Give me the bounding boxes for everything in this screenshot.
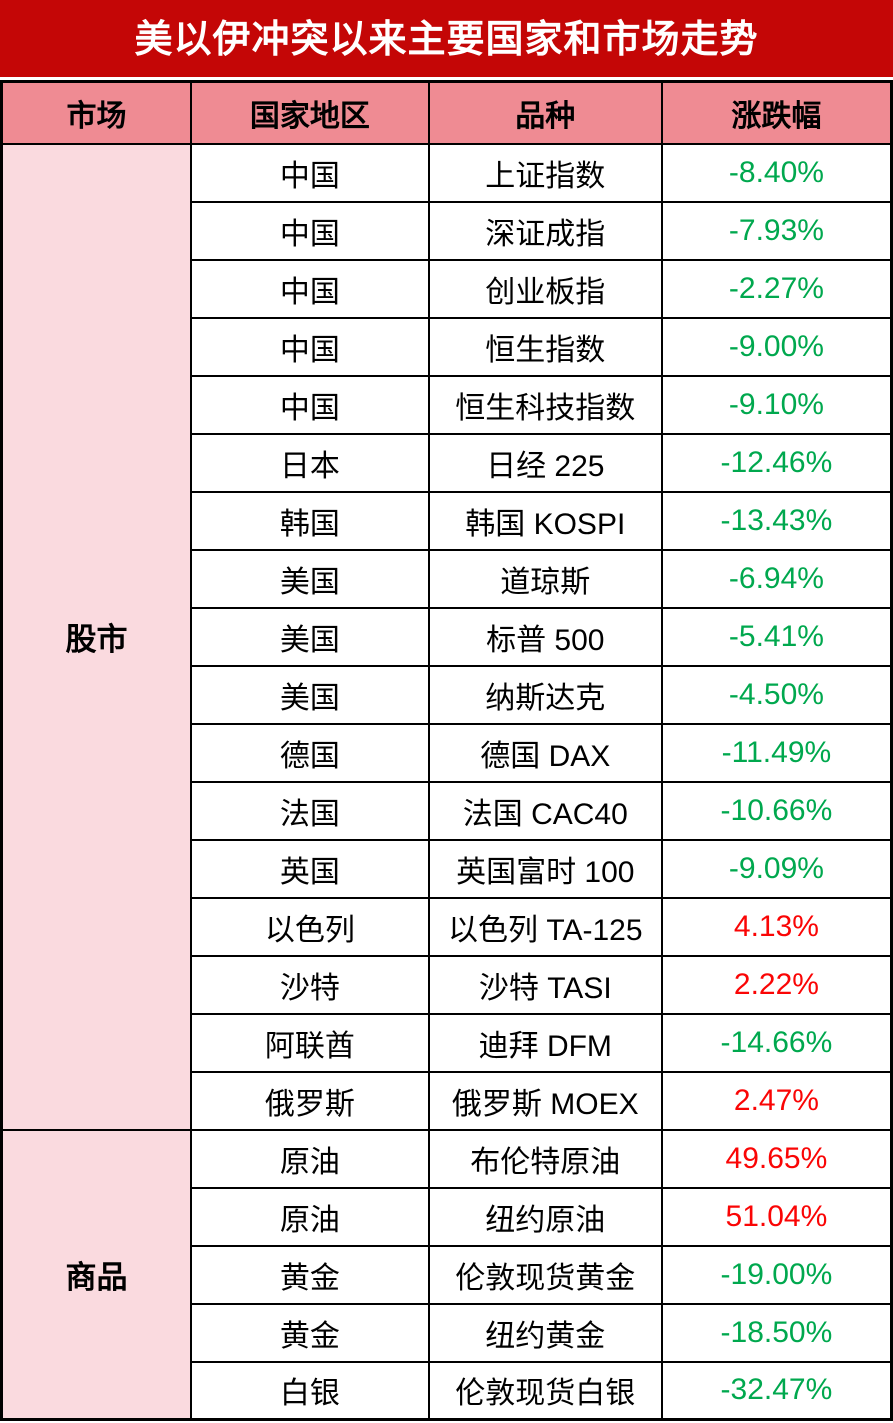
table-row: 中国 恒生指数 -9.00% — [2, 316, 893, 377]
region-cell: 法国 — [190, 780, 430, 841]
change-cell: -32.47% — [660, 1360, 893, 1421]
table-row: 黄金 伦敦现货黄金 -19.00% — [2, 1244, 893, 1305]
page-title: 美以伊冲突以来主要国家和市场走势 — [0, 0, 893, 80]
change-cell: -2.27% — [660, 258, 893, 319]
instrument-cell: 俄罗斯 MOEX — [427, 1070, 663, 1131]
table-row: 股市 中国 上证指数 -8.40% — [0, 142, 893, 1131]
table-row: 商品 原油 布伦特原油 49.65% — [0, 1128, 893, 1421]
instrument-cell: 纳斯达克 — [427, 664, 663, 725]
change-cell: -11.49% — [660, 722, 893, 783]
instrument-cell: 创业板指 — [427, 258, 663, 319]
table-row: 美国 道琼斯 -6.94% — [2, 548, 893, 609]
region-cell: 原油 — [190, 1128, 430, 1189]
change-cell: -10.66% — [660, 780, 893, 841]
table-row: 英国 英国富时 100 -9.09% — [2, 838, 893, 899]
market-group-cell: 商品 — [0, 1128, 193, 1421]
change-cell: -12.46% — [660, 432, 893, 493]
change-cell: -8.40% — [660, 142, 893, 203]
col-header-instrument: 品种 — [427, 80, 663, 145]
instrument-cell: 伦敦现货白银 — [427, 1360, 663, 1421]
table-row: 以色列 以色列 TA-125 4.13% — [2, 896, 893, 957]
instrument-cell: 纽约黄金 — [427, 1302, 663, 1363]
region-cell: 德国 — [190, 722, 430, 783]
table-row: 俄罗斯 俄罗斯 MOEX 2.47% — [2, 1070, 893, 1131]
change-cell: 2.47% — [660, 1070, 893, 1131]
change-cell: 51.04% — [660, 1186, 893, 1247]
instrument-cell: 韩国 KOSPI — [427, 490, 663, 551]
instrument-cell: 道琼斯 — [427, 548, 663, 609]
change-cell: 2.22% — [660, 954, 893, 1015]
instrument-cell: 沙特 TASI — [427, 954, 663, 1015]
col-header-region: 国家地区 — [190, 80, 430, 145]
region-cell: 原油 — [190, 1186, 430, 1247]
change-cell: 4.13% — [660, 896, 893, 957]
col-header-change: 涨跌幅 — [660, 80, 893, 145]
instrument-cell: 以色列 TA-125 — [427, 896, 663, 957]
change-cell: -5.41% — [660, 606, 893, 667]
region-cell: 中国 — [190, 316, 430, 377]
table-row: 黄金 纽约黄金 -18.50% — [2, 1302, 893, 1363]
change-cell: -9.09% — [660, 838, 893, 899]
table-row: 中国 恒生科技指数 -9.10% — [2, 374, 893, 435]
region-cell: 中国 — [190, 200, 430, 261]
table-row: 原油 纽约原油 51.04% — [2, 1186, 893, 1247]
table-row: 中国 创业板指 -2.27% — [2, 258, 893, 319]
region-cell: 中国 — [190, 374, 430, 435]
change-cell: -14.66% — [660, 1012, 893, 1073]
region-cell: 阿联酋 — [190, 1012, 430, 1073]
table-row: 韩国 韩国 KOSPI -13.43% — [2, 490, 893, 551]
instrument-cell: 法国 CAC40 — [427, 780, 663, 841]
instrument-cell: 布伦特原油 — [427, 1128, 663, 1189]
change-cell: -6.94% — [660, 548, 893, 609]
table-row: 法国 法国 CAC40 -10.66% — [2, 780, 893, 841]
table-row: 美国 标普 500 -5.41% — [2, 606, 893, 667]
table-body: 股市 中国 上证指数 -8.40% 中国 深证成指 -7.93% 中国 创业板指 -2.27% 中国… — [0, 142, 893, 1421]
change-cell: 49.65% — [660, 1128, 893, 1189]
change-cell: -9.00% — [660, 316, 893, 377]
region-cell: 美国 — [190, 606, 430, 667]
region-cell: 黄金 — [190, 1244, 430, 1305]
region-cell: 美国 — [190, 664, 430, 725]
region-cell: 韩国 — [190, 490, 430, 551]
change-cell: -18.50% — [660, 1302, 893, 1363]
instrument-cell: 恒生指数 — [427, 316, 663, 377]
change-cell: -4.50% — [660, 664, 893, 725]
region-cell: 中国 — [190, 142, 430, 203]
market-group-cell: 股市 — [0, 142, 193, 1131]
change-cell: -9.10% — [660, 374, 893, 435]
table-row: 德国 德国 DAX -11.49% — [2, 722, 893, 783]
region-cell: 黄金 — [190, 1302, 430, 1363]
instrument-cell: 英国富时 100 — [427, 838, 663, 899]
instrument-cell: 纽约原油 — [427, 1186, 663, 1247]
instrument-cell: 伦敦现货黄金 — [427, 1244, 663, 1305]
instrument-cell: 恒生科技指数 — [427, 374, 663, 435]
instrument-cell: 德国 DAX — [427, 722, 663, 783]
table-row: 沙特 沙特 TASI 2.22% — [2, 954, 893, 1015]
table-row: 日本 日经 225 -12.46% — [2, 432, 893, 493]
instrument-cell: 深证成指 — [427, 200, 663, 261]
region-cell: 中国 — [190, 258, 430, 319]
region-cell: 沙特 — [190, 954, 430, 1015]
region-cell: 以色列 — [190, 896, 430, 957]
table-row: 阿联酋 迪拜 DFM -14.66% — [2, 1012, 893, 1073]
instrument-cell: 上证指数 — [427, 142, 663, 203]
region-cell: 英国 — [190, 838, 430, 899]
instrument-cell: 标普 500 — [427, 606, 663, 667]
change-cell: -19.00% — [660, 1244, 893, 1305]
market-table: 市场 国家地区 品种 涨跌幅 股市 中国 上证指数 -8.40% 中国 深证成指 -7.93… — [0, 80, 893, 1421]
change-cell: -13.43% — [660, 490, 893, 551]
change-cell: -7.93% — [660, 200, 893, 261]
instrument-cell: 日经 225 — [427, 432, 663, 493]
table-row: 美国 纳斯达克 -4.50% — [2, 664, 893, 725]
region-cell: 白银 — [190, 1360, 430, 1421]
instrument-cell: 迪拜 DFM — [427, 1012, 663, 1073]
table-row: 中国 深证成指 -7.93% — [2, 200, 893, 261]
table-row: 白银 伦敦现货白银 -32.47% — [2, 1360, 893, 1421]
region-cell: 美国 — [190, 548, 430, 609]
region-cell: 俄罗斯 — [190, 1070, 430, 1131]
col-header-market: 市场 — [0, 80, 193, 145]
header-row: 市场 国家地区 品种 涨跌幅 — [0, 80, 893, 145]
region-cell: 日本 — [190, 432, 430, 493]
